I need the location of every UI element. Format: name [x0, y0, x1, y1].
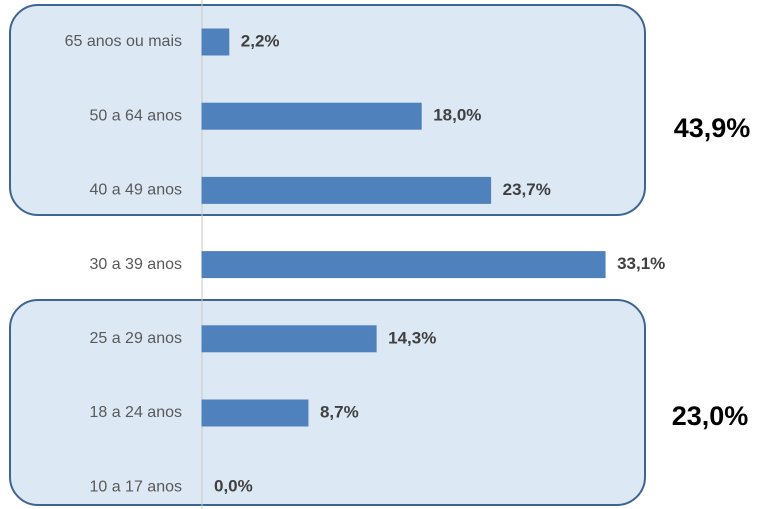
category-label: 30 a 39 anos: [89, 256, 182, 273]
bar: [201, 176, 492, 204]
value-label: 0,0%: [214, 477, 253, 496]
category-label: 65 anos ou mais: [65, 33, 182, 50]
category-label: 40 a 49 anos: [89, 182, 182, 199]
value-label: 18,0%: [433, 106, 481, 125]
category-label: 18 a 24 anos: [89, 404, 182, 421]
value-label: 8,7%: [320, 402, 359, 421]
bar: [201, 325, 377, 353]
bar: [201, 251, 606, 279]
category-label: 50 a 64 anos: [89, 107, 182, 124]
bar: [201, 28, 230, 56]
annotation: 23,0%: [672, 401, 749, 431]
bar: [201, 399, 309, 427]
category-label: 25 a 29 anos: [89, 330, 182, 347]
category-label: 10 a 17 anos: [89, 478, 182, 495]
value-label: 23,7%: [503, 180, 551, 199]
value-label: 33,1%: [617, 254, 665, 273]
highlight-box: [9, 299, 646, 506]
annotation: 43,9%: [674, 113, 751, 143]
value-label: 2,2%: [241, 31, 280, 50]
value-label: 14,3%: [388, 328, 436, 347]
bar: [201, 102, 422, 130]
